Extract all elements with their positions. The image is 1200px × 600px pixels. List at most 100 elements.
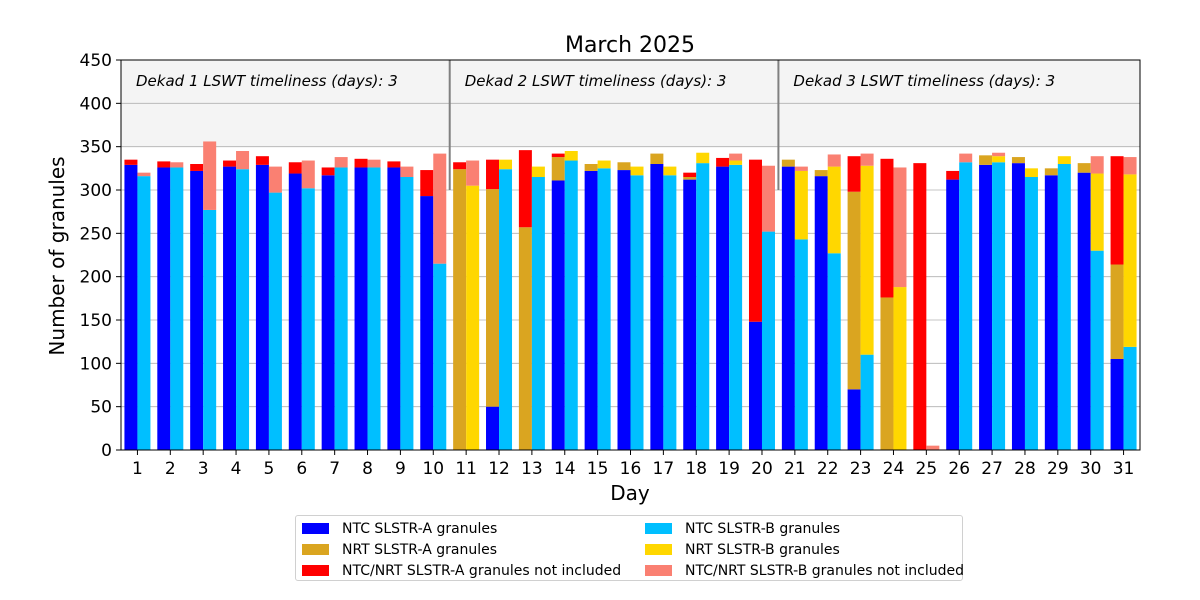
bar-segment <box>170 167 184 450</box>
bar-segment <box>716 166 730 450</box>
bar-segment <box>761 165 775 232</box>
bar-segment <box>367 167 381 450</box>
legend-swatch <box>302 544 329 555</box>
x-tick-label: 13 <box>521 459 543 479</box>
x-tick-label: 23 <box>850 459 872 479</box>
bar-segment <box>499 159 513 170</box>
bar-segment <box>531 177 545 450</box>
bar-segment <box>334 157 348 168</box>
bar-segment <box>794 239 808 450</box>
legend-label: NTC SLSTR-A granules <box>342 521 498 537</box>
bar-segment <box>1011 163 1025 450</box>
legend-swatch <box>645 523 672 534</box>
bar-segment <box>959 153 973 163</box>
bar-segment <box>1110 156 1124 265</box>
bar-segment <box>288 173 302 451</box>
legend-swatch <box>645 565 672 576</box>
bar-segment <box>1123 157 1137 175</box>
y-tick-label: 0 <box>101 441 112 461</box>
y-tick-label: 250 <box>80 224 112 244</box>
bar-segment <box>137 172 151 177</box>
bar-segment <box>354 167 368 450</box>
bar-segment <box>860 153 874 166</box>
bar-segment <box>893 287 907 450</box>
bar-segment <box>518 227 532 450</box>
bar-segment <box>781 159 795 167</box>
bar-segment <box>486 406 500 450</box>
bar-segment <box>1090 250 1104 450</box>
bar-segment <box>203 209 217 450</box>
bar-segment <box>893 167 907 288</box>
bar-segment <box>255 156 269 165</box>
bar-segment <box>584 170 598 450</box>
y-tick-label: 350 <box>80 138 112 158</box>
bar-segment <box>794 166 808 171</box>
bar-segment <box>979 155 993 165</box>
bar-segment <box>1123 174 1137 347</box>
bar-segment <box>696 152 710 164</box>
x-tick-label: 27 <box>981 459 1003 479</box>
legend-label: NTC/NRT SLSTR-B granules not included <box>685 563 964 579</box>
bar-segment <box>827 166 841 254</box>
bar-segment <box>781 166 795 450</box>
legend-swatch <box>302 523 329 534</box>
x-tick-label: 28 <box>1014 459 1036 479</box>
bar-segment <box>223 166 237 450</box>
bar-segment <box>551 157 565 181</box>
x-tick-label: 2 <box>165 459 176 479</box>
legend-label: NRT SLSTR-B granules <box>685 542 840 558</box>
bar-segment <box>400 177 414 450</box>
bar-segment <box>288 162 302 174</box>
bar-segment <box>1057 164 1071 450</box>
bar-segment <box>748 321 762 450</box>
bars <box>124 141 1137 451</box>
bar-segment <box>157 167 171 450</box>
bar-segment <box>696 163 710 450</box>
bar-segment <box>564 160 578 451</box>
x-tick-label: 19 <box>718 459 740 479</box>
bar-segment <box>1090 156 1104 174</box>
bar-segment <box>466 185 480 450</box>
x-tick-label: 20 <box>751 459 773 479</box>
bar-segment <box>1110 359 1124 450</box>
bar-segment <box>979 164 993 450</box>
bar-segment <box>433 263 447 450</box>
bar-segment <box>630 175 644 450</box>
x-tick-label: 10 <box>422 459 444 479</box>
y-tick-label: 150 <box>80 311 112 331</box>
bar-segment <box>301 160 315 189</box>
bar-segment <box>453 162 467 170</box>
legend-swatch <box>645 544 672 555</box>
bar-segment <box>748 159 762 322</box>
bar-segment <box>387 167 401 450</box>
bar-segment <box>486 189 500 407</box>
x-tick-label: 15 <box>587 459 609 479</box>
bar-segment <box>486 159 500 190</box>
bar-segment <box>1057 156 1071 164</box>
x-tick-label: 1 <box>132 459 143 479</box>
bar-segment <box>1011 157 1025 164</box>
bar-segment <box>453 169 467 450</box>
bar-segment <box>946 179 960 450</box>
bar-segment <box>617 170 631 451</box>
x-axis-label: Day <box>610 481 650 505</box>
bar-segment <box>761 231 775 450</box>
bar-segment <box>617 162 631 171</box>
bar-segment <box>584 164 598 171</box>
bar-segment <box>650 153 664 164</box>
bar-segment <box>1077 172 1091 450</box>
bar-segment <box>827 154 841 167</box>
bar-segment <box>663 175 677 450</box>
legend-swatch <box>302 565 329 576</box>
bar-segment <box>946 170 960 180</box>
bar-segment <box>729 160 743 165</box>
bar-segment <box>880 297 894 450</box>
bar-segment <box>716 157 730 167</box>
bar-segment <box>926 445 940 450</box>
bar-segment <box>814 176 828 450</box>
bar-segment <box>683 179 697 450</box>
bar-segment <box>827 253 841 450</box>
x-tick-label: 5 <box>264 459 275 479</box>
y-tick-label: 400 <box>80 94 112 114</box>
bar-segment <box>663 166 677 176</box>
